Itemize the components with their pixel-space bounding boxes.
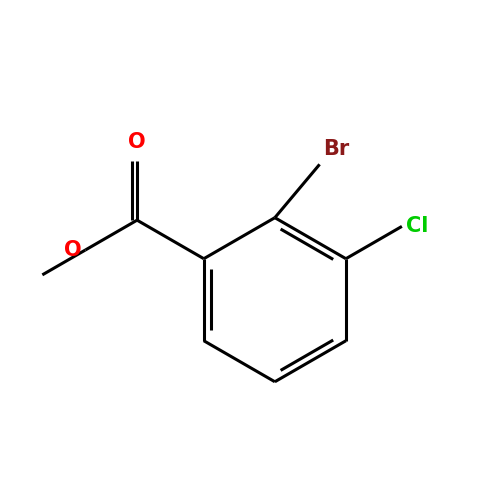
Text: Cl: Cl — [406, 216, 428, 236]
Text: O: O — [128, 132, 146, 152]
Text: Br: Br — [324, 140, 350, 160]
Text: O: O — [64, 240, 82, 260]
